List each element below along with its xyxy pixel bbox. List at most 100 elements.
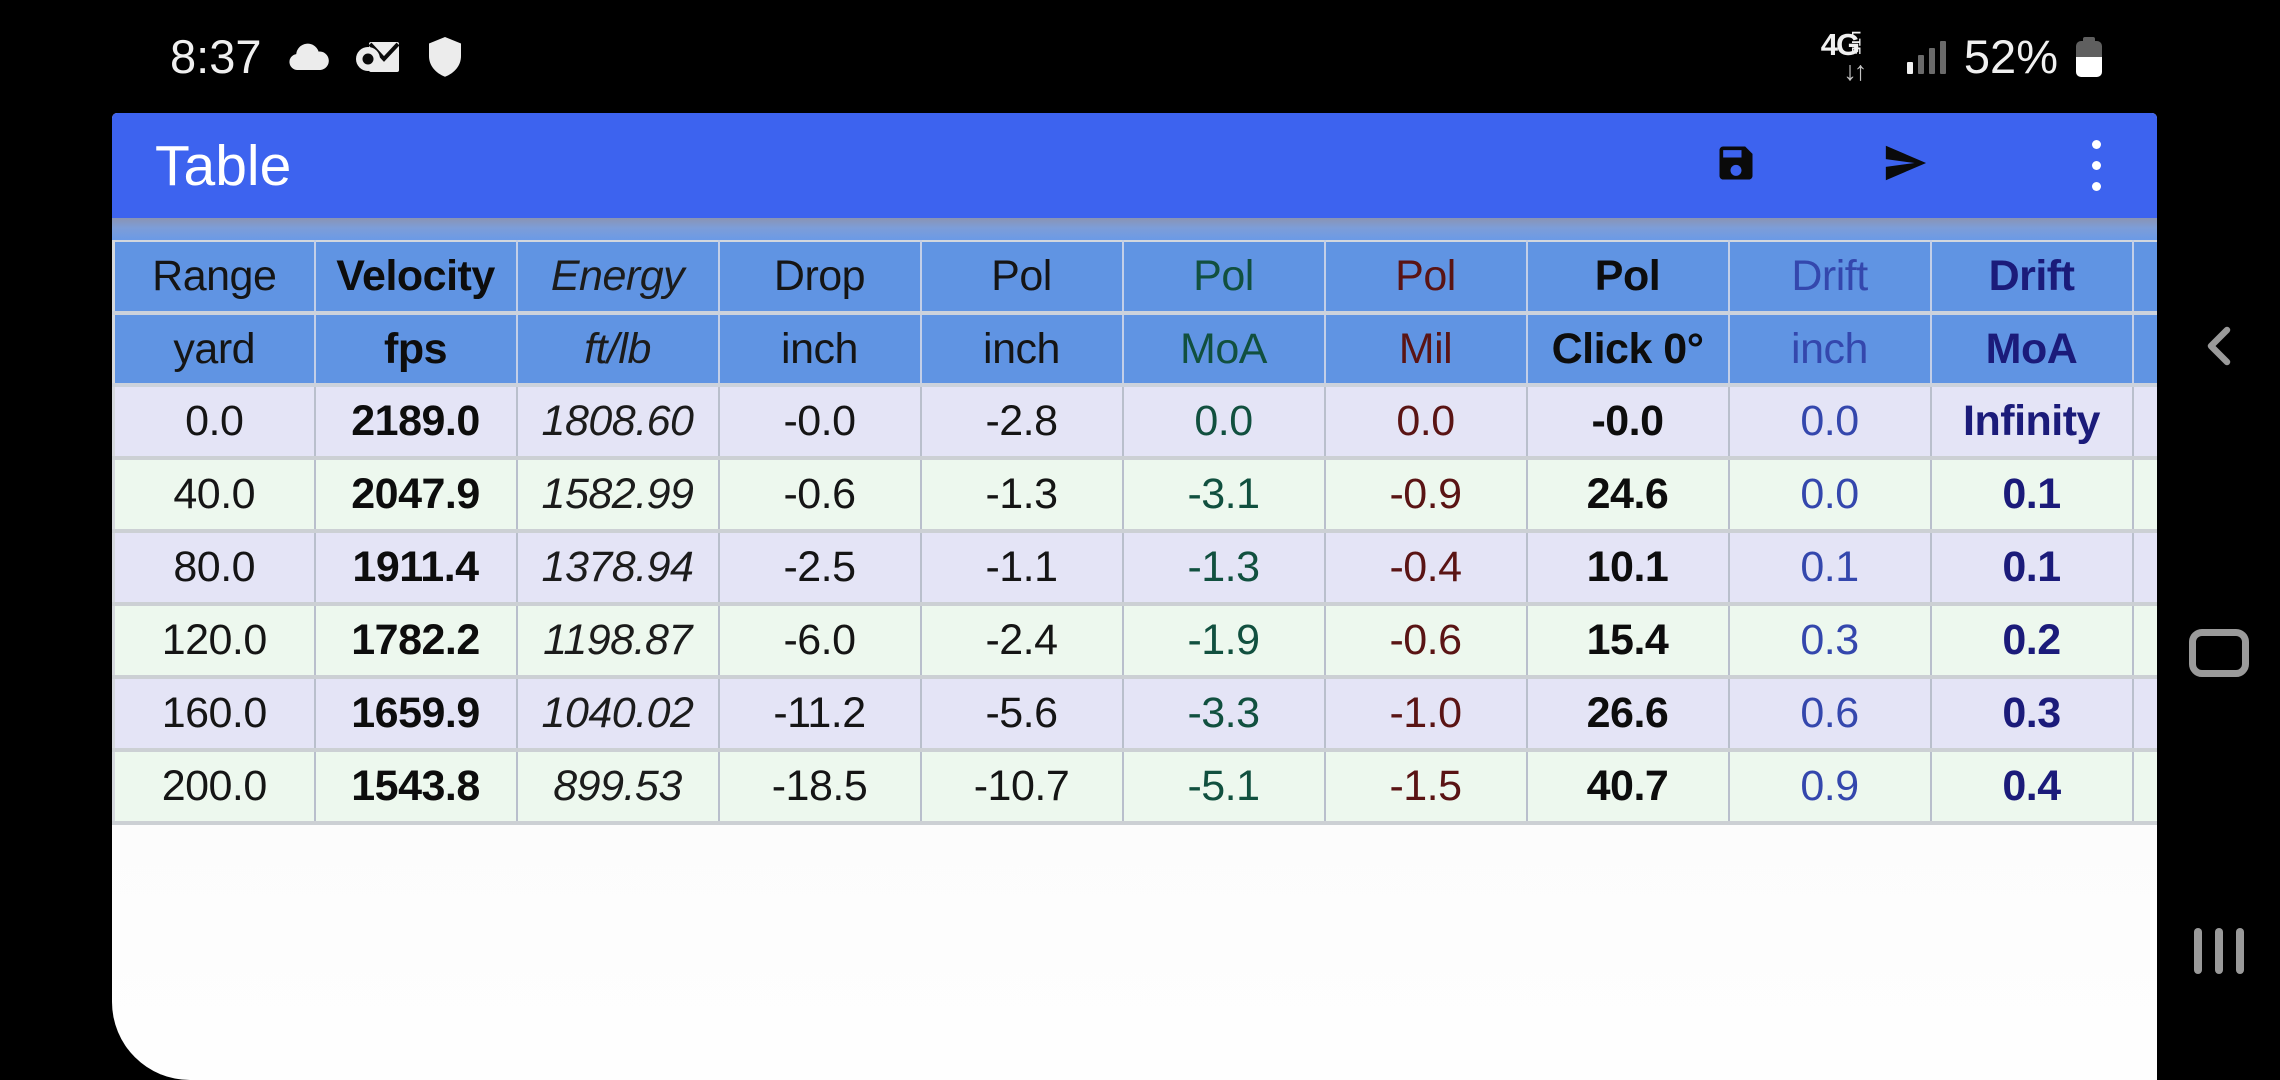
header-cell: Drift <box>1728 241 1932 315</box>
table-cell: 0.3 <box>1930 677 2134 752</box>
header-cell: inch <box>1728 313 1932 387</box>
table-row: 0.0 2189.0 1808.60 -0.0 -2.8 0.0 0.0 -0.0 0.0 Inf… <box>113 385 2157 460</box>
save-button[interactable] <box>1712 141 1760 189</box>
overflow-menu-icon <box>2091 139 2101 191</box>
status-bar-left: 8:37 <box>170 0 463 113</box>
table-cell: 0.3 <box>1728 604 1932 679</box>
header-cell: Mil <box>1324 313 1528 387</box>
back-button[interactable] <box>2157 308 2280 388</box>
app-window: Table Range Velocity Energy Drop Pol Pol Pol Po… <box>112 113 2157 1080</box>
send-icon <box>1882 140 1928 191</box>
table-cell: 80.0 <box>113 531 316 606</box>
table-cell: 1378.94 <box>516 531 720 606</box>
table-cell: 160.0 <box>113 677 316 752</box>
header-cell: Pol <box>1324 241 1528 315</box>
table-cell: 120.0 <box>113 604 316 679</box>
recents-icon <box>2193 928 2244 974</box>
app-bar-shadow <box>112 218 2157 240</box>
table-cell: 40.7 <box>1526 750 1730 825</box>
table-cell: -2.4 <box>920 604 1124 679</box>
header-cell: inch <box>718 313 922 387</box>
table-cell: 0.0 <box>113 385 316 460</box>
app-bar: Table <box>112 113 2157 218</box>
table-cell: 0.0 <box>1122 385 1326 460</box>
table-cell: -6.0 <box>718 604 922 679</box>
table-cell: 2047.9 <box>314 458 518 533</box>
table-row: 120.0 1782.2 1198.87 -6.0 -2.4 -1.9 -0.6 15.4 0.… <box>113 604 2157 679</box>
header-row-names: Range Velocity Energy Drop Pol Pol Pol Pol Drift… <box>113 241 2157 315</box>
table-cell: 0.9 <box>1728 750 1932 825</box>
clock: 8:37 <box>170 30 262 83</box>
table-cell: -1.0 <box>1324 677 1528 752</box>
table-cell: -1.9 <box>1122 604 1326 679</box>
cloud-icon <box>287 42 330 72</box>
header-cell: Drop <box>718 241 922 315</box>
mail-icon <box>355 38 401 76</box>
header-cell: Drift <box>1930 241 2134 315</box>
send-button[interactable] <box>1881 141 1929 189</box>
header-cell: inch <box>920 313 1124 387</box>
table-cell: -3.3 <box>1122 677 1326 752</box>
table-row: 40.0 2047.9 1582.99 -0.6 -1.3 -3.1 -0.9 24.6 0.0… <box>113 458 2157 533</box>
row-filler-cell <box>2132 604 2157 679</box>
table-cell: 0.0 <box>1728 385 1932 460</box>
header-cell: MoA <box>1930 313 2134 387</box>
table-cell: 1040.02 <box>516 677 720 752</box>
network-tech-label: LTE <box>1849 30 1864 56</box>
network-type-label: 4G <box>1820 26 1860 62</box>
table-cell: 0.4 <box>1930 750 2134 825</box>
table-cell: -1.3 <box>1122 531 1326 606</box>
header-row-units: yard fps ft/lb inch inch MoA Mil Click 0° inch Mo… <box>113 313 2157 387</box>
table-cell: -0.9 <box>1324 458 1528 533</box>
header-cell: ft/lb <box>516 313 720 387</box>
status-bar-right: 4G LTE ↓↑ 52% <box>1821 0 2102 113</box>
table-cell: 0.2 <box>1930 604 2134 679</box>
table-cell: -5.1 <box>1122 750 1326 825</box>
header-cell: fps <box>314 313 518 387</box>
header-cell: Click 0° <box>1526 313 1730 387</box>
header-filler-cell <box>2132 313 2157 387</box>
table-cell: -0.6 <box>718 458 922 533</box>
shield-icon <box>427 36 463 78</box>
ballistics-table: Range Velocity Energy Drop Pol Pol Pol Pol Drift… <box>112 240 2157 825</box>
table-cell: 40.0 <box>113 458 316 533</box>
table-cell: -10.7 <box>920 750 1124 825</box>
header-cell: Range <box>113 241 316 315</box>
data-activity-arrows-icon: ↓↑ <box>1843 55 1867 86</box>
save-icon <box>1714 141 1758 190</box>
table-cell: -0.4 <box>1324 531 1528 606</box>
header-cell: Velocity <box>314 241 518 315</box>
table-cell: 899.53 <box>516 750 720 825</box>
table-cell: 0.0 <box>1324 385 1528 460</box>
table-cell: -1.1 <box>920 531 1124 606</box>
page-title: Table <box>155 133 292 198</box>
table-cell: 1911.4 <box>314 531 518 606</box>
header-cell: Pol <box>1526 241 1730 315</box>
table-cell: 2189.0 <box>314 385 518 460</box>
table-cell: -5.6 <box>920 677 1124 752</box>
overflow-menu-button[interactable] <box>2072 139 2120 191</box>
table-cell: 0.1 <box>1930 458 2134 533</box>
table-cell: -3.1 <box>1122 458 1326 533</box>
header-cell: Pol <box>1122 241 1326 315</box>
table-cell: 10.1 <box>1526 531 1730 606</box>
back-chevron-icon <box>2200 324 2238 373</box>
row-filler-cell <box>2132 677 2157 752</box>
table-cell: -0.0 <box>1526 385 1730 460</box>
table-cell: 1198.87 <box>516 604 720 679</box>
recents-button[interactable] <box>2157 908 2280 994</box>
table-cell: -1.3 <box>920 458 1124 533</box>
table-cell: 15.4 <box>1526 604 1730 679</box>
table-cell: 0.0 <box>1728 458 1932 533</box>
table-cell: 0.6 <box>1728 677 1932 752</box>
table-cell: -11.2 <box>718 677 922 752</box>
table-cell: 1582.99 <box>516 458 720 533</box>
header-cell: MoA <box>1122 313 1326 387</box>
table-cell: 200.0 <box>113 750 316 825</box>
table-row: 200.0 1543.8 899.53 -18.5 -10.7 -5.1 -1.5 40.7 0… <box>113 750 2157 825</box>
row-filler-cell <box>2132 531 2157 606</box>
table-cell: -18.5 <box>718 750 922 825</box>
table-cell: -1.5 <box>1324 750 1528 825</box>
home-button[interactable] <box>2157 613 2280 693</box>
table-row: 160.0 1659.9 1040.02 -11.2 -5.6 -3.3 -1.0 26.6 0… <box>113 677 2157 752</box>
